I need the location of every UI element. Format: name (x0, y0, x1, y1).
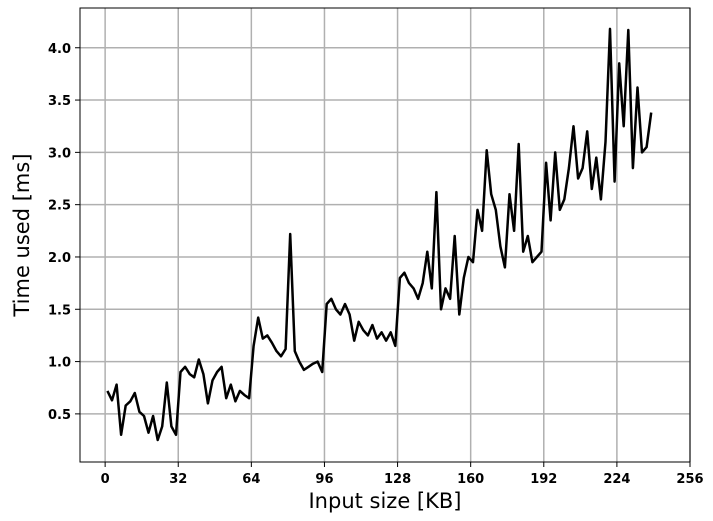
y-tick-label: 2.5 (48, 199, 71, 214)
x-tick-label: 160 (457, 472, 484, 487)
plot-frame (79, 7, 691, 463)
x-tick-label: 96 (315, 472, 333, 487)
x-tick-label: 192 (530, 472, 557, 487)
x-axis-label: Input size [KB] (308, 489, 461, 513)
y-tick-label: 3.5 (48, 94, 71, 109)
y-tick-label: 0.5 (48, 408, 71, 423)
x-tick-label: 0 (101, 472, 110, 487)
y-tick-label: 3.0 (48, 146, 71, 161)
x-tick-label: 256 (676, 472, 703, 487)
y-axis-label: Time used [ms] (10, 153, 34, 317)
x-tick-label: 32 (169, 472, 187, 487)
x-tick-label: 224 (603, 472, 630, 487)
x-tick-label: 64 (242, 472, 260, 487)
y-tick-label: 2.0 (48, 251, 71, 266)
y-tick-label: 1.5 (48, 303, 71, 318)
y-tick-label: 4.0 (48, 42, 71, 57)
y-tick-label: 1.0 (48, 356, 71, 371)
x-tick-label: 128 (384, 472, 411, 487)
data-line (106, 27, 653, 442)
